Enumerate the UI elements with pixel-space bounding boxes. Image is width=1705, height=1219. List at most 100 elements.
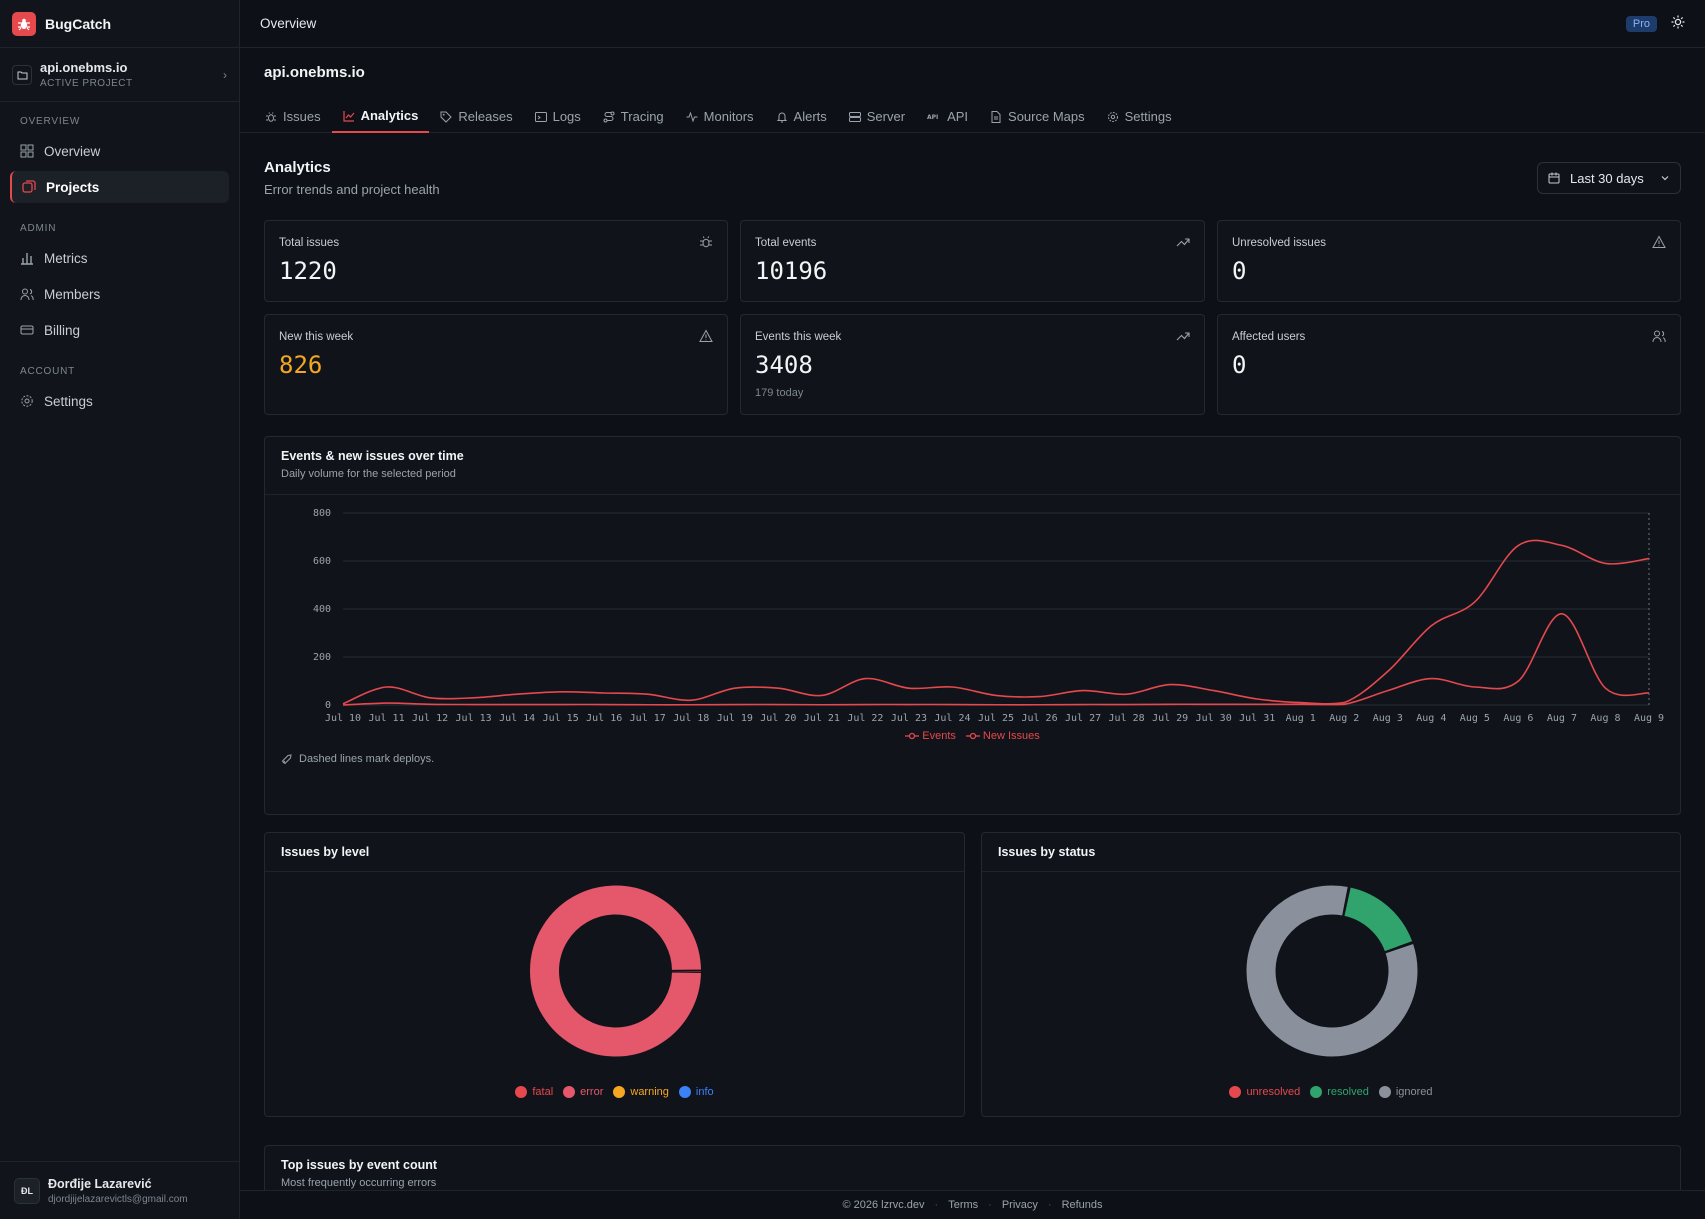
avatar: ĐL [14, 1177, 40, 1204]
footer: © 2026 lzrvc.dev · Terms · Privacy · Ref… [240, 1190, 1705, 1219]
tab-logs[interactable]: Logs [524, 100, 592, 133]
project-switcher[interactable]: api.onebms.io ACTIVE PROJECT › [0, 48, 239, 102]
credit-card-icon [20, 325, 34, 335]
stat-card-affected-users: Affected users 0 [1217, 314, 1681, 415]
legend-label: info [695, 1086, 714, 1098]
nav-heading-overview: OVERVIEW [20, 116, 81, 127]
series-line-events [342, 539, 1650, 705]
legend-item-resolved[interactable]: resolved [1310, 1086, 1369, 1098]
sidebar-item-label: Projects [46, 179, 100, 195]
tab-analytics[interactable]: Analytics [331, 100, 430, 133]
x-tick-label: Jul 29 [1152, 713, 1188, 724]
footer-link-refunds[interactable]: Refunds [1061, 1199, 1103, 1211]
tab-source-maps[interactable]: Source Maps [979, 100, 1096, 133]
stat-label: Affected users [1232, 331, 1306, 343]
sidebar-item-label: Billing [44, 322, 81, 338]
stat-label: New this week [279, 331, 354, 343]
sidebar-item-overview[interactable]: Overview [10, 135, 229, 167]
sidebar-item-members[interactable]: Members [10, 278, 229, 310]
legend-label: ignored [1395, 1086, 1433, 1098]
tab-settings[interactable]: Settings [1096, 100, 1183, 133]
deploy-note: Dashed lines mark deploys. [281, 753, 434, 765]
legend-item-new-issues[interactable]: New Issues [965, 730, 1040, 742]
x-tick-label: Jul 18 [673, 713, 709, 724]
legend-item-error[interactable]: error [563, 1086, 603, 1098]
projects-icon [22, 180, 36, 193]
tab-server[interactable]: Server [838, 100, 916, 133]
legend-item-info[interactable]: info [678, 1086, 714, 1098]
tab-tracing[interactable]: Tracing [592, 100, 675, 133]
issues-by-level-card: Issues by level fatal error warning info [264, 832, 965, 1117]
users-icon [20, 288, 34, 301]
stat-label: Total events [755, 237, 817, 249]
tab-api[interactable]: API API [916, 100, 979, 133]
date-range-select[interactable]: Last 30 days [1537, 162, 1681, 194]
stat-value: 0 [1232, 351, 1247, 379]
tab-alerts[interactable]: Alerts [765, 100, 838, 133]
slice-error [529, 884, 703, 1058]
stat-value: 1220 [279, 257, 337, 285]
sidebar-item-label: Overview [44, 143, 101, 159]
x-tick-label: Jul 30 [1196, 713, 1232, 724]
brand[interactable]: BugCatch [0, 0, 239, 48]
sun-icon[interactable] [1671, 15, 1685, 32]
issues-by-level-donut[interactable] [265, 873, 966, 1073]
sidebar: BugCatch api.onebms.io ACTIVE PROJECT › … [0, 0, 240, 1219]
x-tick-label: Jul 19 [717, 713, 753, 724]
tab-issues[interactable]: Issues [254, 100, 332, 133]
x-tick-label: Jul 17 [630, 713, 666, 724]
legend-item-unresolved[interactable]: unresolved [1229, 1086, 1300, 1098]
y-tick-label: 600 [313, 556, 331, 567]
footer-link-terms[interactable]: Terms [948, 1199, 979, 1211]
terminal-icon [534, 111, 547, 122]
sidebar-item-label: Metrics [44, 250, 88, 266]
chevron-right-icon: › [223, 67, 227, 82]
chart-title: Issues by status [998, 845, 1096, 859]
bug-logo-icon [12, 11, 36, 36]
user-profile[interactable]: ĐL Đorđije Lazarević djordjijelazarevict… [0, 1161, 240, 1219]
trend-up-icon [1176, 238, 1190, 247]
tag-icon [440, 111, 453, 123]
legend-label: fatal [532, 1086, 554, 1098]
x-tick-label: Jul 10 [325, 713, 361, 724]
stat-card-new-this-week: New this week 826 [264, 314, 728, 415]
trend-up-icon [1176, 332, 1190, 341]
legend-item-ignored[interactable]: ignored [1378, 1086, 1433, 1098]
issues-by-status-donut[interactable] [982, 873, 1682, 1073]
slice-resolved [1343, 886, 1414, 953]
legend-label: warning [630, 1086, 669, 1098]
footer-link-privacy[interactable]: Privacy [1001, 1199, 1038, 1211]
analytics-subtitle: Error trends and project health [264, 182, 440, 197]
legend-item-warning[interactable]: warning [613, 1086, 669, 1098]
api-icon: API [927, 114, 938, 121]
chart-title: Top issues by event count [281, 1158, 438, 1172]
x-tick-label: Aug 2 [1329, 713, 1359, 724]
stat-value: 0 [1232, 257, 1247, 285]
stat-card-total-events: Total events 10196 [740, 220, 1205, 302]
page-title: Overview [260, 16, 317, 31]
rocket-icon [281, 753, 292, 764]
tab-label: API [947, 109, 969, 124]
brand-name: BugCatch [45, 15, 112, 32]
legend-label: New Issues [982, 730, 1040, 742]
date-range-value: Last 30 days [1570, 170, 1644, 186]
tab-label: Monitors [703, 109, 754, 124]
sidebar-item-settings[interactable]: Settings [10, 385, 229, 417]
tab-label: Tracing [620, 109, 664, 124]
x-tick-label: Aug 6 [1503, 713, 1533, 724]
legend-item-events[interactable]: Events [905, 730, 956, 742]
analytics-title: Analytics [264, 159, 331, 176]
plan-badge: Pro [1625, 15, 1657, 32]
tab-monitors[interactable]: Monitors [675, 100, 765, 133]
stat-label: Events this week [755, 331, 842, 343]
timeline-chart[interactable]: 0 200 400 600 800 Jul 10 Jul 11 Jul 12 Jul 13 Jul… [265, 499, 1680, 749]
sidebar-item-metrics[interactable]: Metrics [10, 242, 229, 274]
sidebar-item-projects[interactable]: Projects [10, 171, 229, 203]
tab-releases[interactable]: Releases [429, 100, 523, 133]
chart-subtitle: Most frequently occurring errors [281, 1177, 437, 1189]
tab-label: Analytics [360, 108, 419, 123]
sidebar-item-billing[interactable]: Billing [10, 314, 229, 346]
grid-icon [20, 144, 34, 158]
stat-value: 10196 [755, 257, 828, 285]
legend-item-fatal[interactable]: fatal [515, 1086, 553, 1098]
